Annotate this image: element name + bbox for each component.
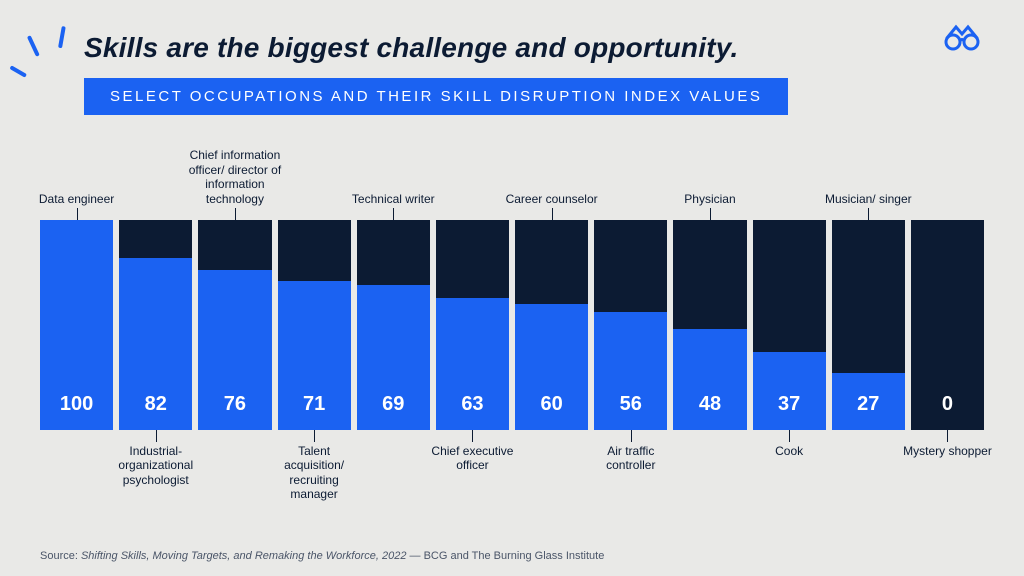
bar-label: Physician <box>663 192 756 206</box>
bar-label: Industrial-organizational psychologist <box>109 444 202 487</box>
source-suffix: — BCG and The Burning Glass Institute <box>406 550 604 562</box>
skill-disruption-chart: Data engineerChief information officer/ … <box>40 138 984 528</box>
bar: 37 <box>753 220 826 430</box>
tick <box>77 208 78 220</box>
bar-label: Air traffic controller <box>584 444 677 473</box>
bar-label: Chief information officer/ director of i… <box>188 148 281 206</box>
tick <box>235 208 236 220</box>
tick <box>868 208 869 220</box>
tick <box>710 208 711 220</box>
logo-icon <box>940 22 984 57</box>
tick <box>631 430 632 442</box>
page-title: Skills are the biggest challenge and opp… <box>84 32 988 64</box>
bar: 60 <box>515 220 588 430</box>
bar: 63 <box>436 220 509 430</box>
bar-value: 69 <box>357 393 430 416</box>
labels-top-row: Data engineerChief information officer/ … <box>40 138 984 220</box>
bar: 27 <box>832 220 905 430</box>
source-italic: Shifting Skills, Moving Targets, and Rem… <box>81 550 406 562</box>
burst-decoration <box>18 20 78 80</box>
bar-label: Career counselor <box>505 192 598 206</box>
bar: 0 <box>911 220 984 430</box>
subtitle-bar: SELECT OCCUPATIONS AND THEIR SKILL DISRU… <box>84 78 788 115</box>
tick <box>156 430 157 442</box>
bar-value: 0 <box>911 393 984 416</box>
bar: 100 <box>40 220 113 430</box>
bar-value: 37 <box>753 393 826 416</box>
bar: 71 <box>278 220 351 430</box>
bar-label: Technical writer <box>347 192 440 206</box>
bars-row: 100 82 76 71 69 63 60 56 48 37 27 0 <box>40 220 984 430</box>
bar-label: Data engineer <box>30 192 123 206</box>
bar-label: Mystery shopper <box>901 444 994 458</box>
bar: 76 <box>198 220 271 430</box>
tick <box>552 208 553 220</box>
tick <box>472 430 473 442</box>
bar: 56 <box>594 220 667 430</box>
bar: 48 <box>673 220 746 430</box>
bar-value: 60 <box>515 393 588 416</box>
bar-value: 100 <box>40 393 113 416</box>
tick <box>789 430 790 442</box>
tick <box>393 208 394 220</box>
source-line: Source: Shifting Skills, Moving Targets,… <box>40 550 604 562</box>
labels-bottom-row: Industrial-organizational psychologist Ta… <box>40 430 984 520</box>
tick <box>947 430 948 442</box>
bar-value: 71 <box>278 393 351 416</box>
tick <box>314 430 315 442</box>
bar-label: Chief executive officer <box>426 444 519 473</box>
bar-value: 27 <box>832 393 905 416</box>
source-prefix: Source: <box>40 550 81 562</box>
bar-label: Talent acquisition/ recruiting manager <box>268 444 361 502</box>
bar-value: 76 <box>198 393 271 416</box>
bar-value: 56 <box>594 393 667 416</box>
bar-fill <box>753 352 826 430</box>
bar-value: 48 <box>673 393 746 416</box>
bar-value: 82 <box>119 393 192 416</box>
bar: 82 <box>119 220 192 430</box>
bar-value: 63 <box>436 393 509 416</box>
bar-label: Musician/ singer <box>822 192 915 206</box>
bar-label: Cook <box>743 444 836 458</box>
bar: 69 <box>357 220 430 430</box>
